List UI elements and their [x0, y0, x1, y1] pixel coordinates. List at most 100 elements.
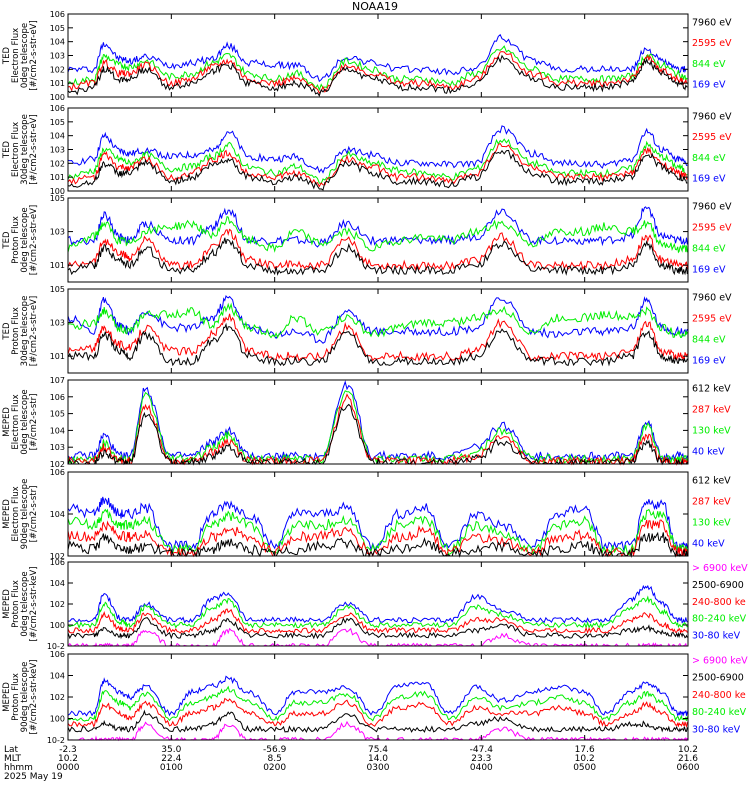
legend-entry: 844 eV — [692, 59, 726, 70]
y-axis-label: 90deg telescope — [20, 479, 30, 550]
footer-mlt-value: 14.0 — [368, 754, 388, 764]
y-tick-label: 103 — [50, 52, 65, 61]
y-axis-label: [#/cm2-s-str] — [29, 486, 39, 543]
y-tick-label: 101 — [50, 79, 65, 88]
footer-mlt-value: 21.6 — [678, 754, 698, 764]
series-line — [67, 675, 688, 717]
y-tick-label: 104 — [50, 510, 65, 519]
footer-time-value: 0200 — [263, 763, 286, 773]
legend-entry: 40 keV — [692, 447, 725, 458]
legend-entry: 2500-6900 — [692, 580, 744, 591]
y-tick-label: 105 — [50, 194, 65, 203]
footer-date: 2025 May 19 — [4, 772, 63, 782]
y-axis-label: Proton Flux — [11, 216, 21, 264]
y-axis-label: Electron Flux — [11, 394, 21, 449]
legend-entry: 287 keV — [692, 497, 731, 508]
y-axis-label: MEPED — [2, 499, 12, 529]
footer-row-label: Lat — [4, 745, 19, 755]
legend-entry: 7960 eV — [692, 293, 732, 304]
legend-entry: 844 eV — [692, 244, 726, 255]
legend-entry: 40 keV — [692, 539, 725, 550]
footer-lat-value: 10.2 — [678, 745, 698, 755]
y-axis-label: 0deg telescope — [20, 389, 30, 454]
y-tick-label: 105 — [50, 285, 65, 294]
footer-lat-value: 17.6 — [575, 745, 595, 755]
y-tick-label: 103 — [50, 319, 65, 328]
legend-entry: 612 keV — [692, 384, 731, 395]
footer-time-value: 0400 — [470, 763, 493, 773]
y-tick-label: 102 — [50, 65, 65, 74]
legend-entry: 2595 eV — [692, 223, 732, 234]
legend-entry: 7960 eV — [692, 111, 732, 122]
y-tick-label: 10-2 — [47, 642, 65, 651]
y-tick-label: 101 — [50, 173, 65, 182]
y-axis-label: Proton Flux — [11, 580, 21, 628]
y-axis-label: TED — [2, 322, 12, 341]
y-axis-label: Electron Flux — [11, 486, 21, 541]
series-line — [68, 584, 688, 624]
y-tick-label: 104 — [50, 132, 65, 141]
legend-entry: > 6900 keV — [692, 655, 748, 666]
y-axis-label: Proton Flux — [11, 673, 21, 721]
y-axis-label: MEPED — [2, 407, 12, 437]
series-line — [67, 54, 688, 97]
footer-mlt-value: 10.2 — [58, 754, 78, 764]
series-line — [67, 531, 688, 558]
legend-entry: 844 eV — [692, 153, 726, 164]
panel-1: 100 101 102 103 104 105 106 TED Electron Flux 0de… — [2, 10, 732, 102]
footer-mlt-value: 8.5 — [268, 754, 282, 764]
series-line — [67, 216, 688, 254]
series-line — [67, 380, 688, 462]
footer-time-value: 0300 — [367, 763, 390, 773]
series-line — [67, 685, 688, 722]
y-axis-label: 30deg telescope — [20, 296, 30, 367]
legend-entry: 130 keV — [692, 518, 731, 529]
footer-time-value: 0500 — [573, 763, 596, 773]
y-tick-label: 106 — [50, 104, 65, 113]
panel-frame — [67, 471, 689, 557]
y-axis-label: [#/cm2-s-str-eV] — [29, 205, 39, 275]
y-tick-label: 105 — [50, 118, 65, 127]
series-line — [67, 617, 688, 640]
series-line — [67, 302, 688, 339]
series-line — [67, 138, 688, 184]
y-tick-label: 100 — [50, 715, 65, 724]
y-axis-label: 0deg telescope — [20, 207, 30, 272]
figure-title: NOAA19 — [351, 0, 399, 13]
y-tick-label: 101 — [50, 261, 65, 270]
y-tick-label: 104 — [50, 579, 65, 588]
series-line — [67, 206, 688, 248]
legend-entry: 80-240 keV — [692, 614, 747, 625]
series-line — [67, 519, 688, 558]
series-line — [67, 237, 688, 276]
series-line — [67, 322, 688, 367]
y-tick-label: 102 — [50, 159, 65, 168]
series-line — [67, 697, 688, 728]
y-tick-label: 106 — [50, 650, 65, 659]
panel-8: 10-2 100 102 104 106 MEPED Proton Flux 90deg te… — [2, 650, 748, 745]
y-axis-label: Electron Flux — [11, 28, 21, 83]
y-tick-label: 102 — [50, 552, 65, 561]
footer-lat-value: 75.4 — [368, 745, 388, 755]
y-tick-label: 106 — [50, 10, 65, 19]
footer-row-label: hhmm — [4, 763, 33, 773]
series-line — [67, 595, 688, 630]
legend-entry: 7960 eV — [692, 17, 732, 28]
y-tick-label: 102 — [50, 460, 65, 469]
footer-row-label: MLT — [4, 754, 22, 764]
series-line — [67, 149, 688, 191]
series-line — [67, 125, 688, 174]
footer-mlt-value: 23.3 — [471, 754, 491, 764]
series-line — [67, 294, 688, 344]
y-axis-label: 0deg telescope — [20, 23, 30, 88]
legend-entry: 169 eV — [692, 174, 726, 185]
legend-entry: 30-80 keV — [692, 630, 741, 641]
legend-entry: 7960 eV — [692, 202, 732, 213]
y-axis-label: MEPED — [2, 682, 12, 712]
y-tick-label: 100 — [50, 187, 65, 196]
panel-7: 10-2 100 102 104 106 MEPED Proton Flux 0deg tel… — [2, 558, 748, 651]
legend-entry: 287 keV — [692, 405, 731, 416]
y-tick-label: 101 — [50, 352, 65, 361]
